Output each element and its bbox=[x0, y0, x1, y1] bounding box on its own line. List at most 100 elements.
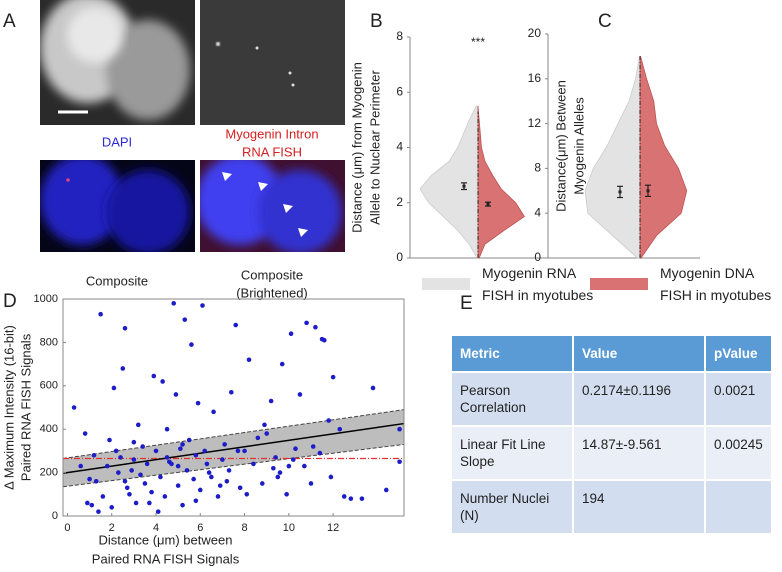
data-point bbox=[217, 483, 223, 488]
data-point bbox=[397, 459, 402, 465]
y-axis-label: Δ Maximum Intensity (16-bit) bbox=[1, 325, 16, 490]
data-point bbox=[184, 468, 190, 473]
x-axis-label: Paired RNA FISH Signals bbox=[92, 551, 240, 566]
data-point bbox=[297, 392, 303, 397]
fit-line bbox=[62, 422, 405, 474]
data-point bbox=[96, 509, 101, 514]
data-point bbox=[153, 448, 159, 454]
data-point bbox=[120, 366, 126, 371]
data-point bbox=[113, 448, 119, 454]
data-point bbox=[82, 431, 88, 436]
y-tick-label: 2 bbox=[396, 195, 403, 209]
data-point bbox=[193, 498, 199, 504]
data-point bbox=[124, 485, 130, 491]
dapi-image bbox=[40, 0, 195, 125]
data-point bbox=[215, 494, 221, 499]
y-tick-label: 0 bbox=[534, 250, 541, 264]
y-tick-label: 0 bbox=[396, 250, 403, 264]
data-point bbox=[155, 509, 161, 514]
x-tick-label: 10 bbox=[283, 522, 295, 534]
data-point bbox=[93, 478, 99, 484]
data-point bbox=[175, 463, 181, 469]
data-point bbox=[104, 463, 110, 469]
data-point bbox=[182, 317, 188, 322]
mean-marker bbox=[462, 184, 466, 188]
table-header: Metric bbox=[450, 334, 574, 373]
data-point bbox=[308, 481, 314, 486]
panel-label: B bbox=[370, 11, 383, 32]
data-point bbox=[180, 502, 185, 508]
table-cell: Number Nuclei (N) bbox=[450, 479, 574, 535]
data-point bbox=[200, 303, 205, 308]
data-point bbox=[220, 457, 225, 462]
panel-label: D bbox=[3, 291, 17, 312]
data-point bbox=[164, 426, 170, 432]
data-point bbox=[284, 492, 289, 497]
data-point bbox=[222, 442, 227, 447]
x-tick-label: 2 bbox=[109, 522, 115, 534]
mean-marker bbox=[618, 190, 622, 194]
data-point bbox=[173, 392, 179, 397]
stats-table: Metric Value pValue Pearson Correlation 0.2… bbox=[450, 334, 773, 535]
data-point bbox=[264, 431, 270, 436]
fish-image bbox=[200, 0, 345, 125]
data-point bbox=[129, 468, 134, 473]
composite-image bbox=[40, 160, 195, 252]
y-tick-label: 200 bbox=[40, 467, 58, 479]
data-point bbox=[147, 500, 152, 506]
legend-label: Myogenin RNA FISH in myotubes bbox=[482, 265, 594, 303]
data-point bbox=[206, 470, 212, 475]
data-point bbox=[122, 325, 128, 331]
data-point bbox=[135, 422, 141, 428]
data-point bbox=[191, 476, 196, 482]
table-header: Value bbox=[572, 334, 706, 373]
data-point bbox=[242, 448, 247, 454]
y-tick-label: 20 bbox=[528, 26, 542, 40]
data-point bbox=[204, 461, 210, 467]
data-point bbox=[189, 342, 194, 347]
table-cell: 14.87±-9.561 bbox=[572, 425, 706, 481]
data-point bbox=[98, 311, 103, 317]
data-point bbox=[158, 474, 163, 480]
data-point bbox=[310, 444, 316, 449]
violin-half bbox=[477, 106, 525, 259]
table-cell bbox=[704, 479, 773, 535]
data-point bbox=[87, 476, 92, 482]
data-point bbox=[321, 337, 327, 343]
data-point bbox=[178, 446, 183, 452]
data-point bbox=[175, 483, 181, 488]
y-axis-label: Myogenin Alleles bbox=[571, 97, 586, 195]
data-point bbox=[211, 409, 216, 415]
table-cell: 0.0021 bbox=[704, 371, 773, 427]
y-tick-label: 8 bbox=[396, 29, 403, 43]
data-point bbox=[286, 463, 292, 469]
y-tick-label: 6 bbox=[396, 84, 403, 98]
violin-half bbox=[419, 105, 479, 259]
data-point bbox=[233, 322, 239, 328]
table-cell: 0.00245 bbox=[704, 425, 773, 481]
image-caption: RNA FISH bbox=[242, 144, 302, 159]
y-tick-label: 0 bbox=[52, 510, 58, 522]
legend-swatch bbox=[422, 278, 470, 290]
composite-brightened-image bbox=[200, 160, 345, 252]
data-point bbox=[91, 452, 97, 458]
x-axis-label: Distance (μm) between bbox=[99, 532, 233, 547]
plot-frame bbox=[62, 298, 405, 517]
data-point bbox=[268, 398, 274, 404]
data-point bbox=[328, 474, 334, 480]
data-point bbox=[341, 494, 347, 499]
data-point bbox=[89, 502, 95, 508]
y-tick-label: 1000 bbox=[34, 293, 58, 305]
data-point bbox=[100, 494, 106, 499]
data-point bbox=[330, 374, 336, 380]
data-point bbox=[131, 439, 137, 445]
panel-label: E bbox=[460, 293, 473, 314]
data-point bbox=[317, 450, 323, 456]
data-point bbox=[279, 361, 285, 367]
data-point bbox=[138, 472, 143, 478]
data-point bbox=[133, 500, 139, 506]
y-tick-label: 800 bbox=[40, 336, 58, 348]
table-cell: 0.2174±0.1196 bbox=[572, 371, 706, 427]
image-caption: (Brightened) bbox=[236, 285, 308, 300]
